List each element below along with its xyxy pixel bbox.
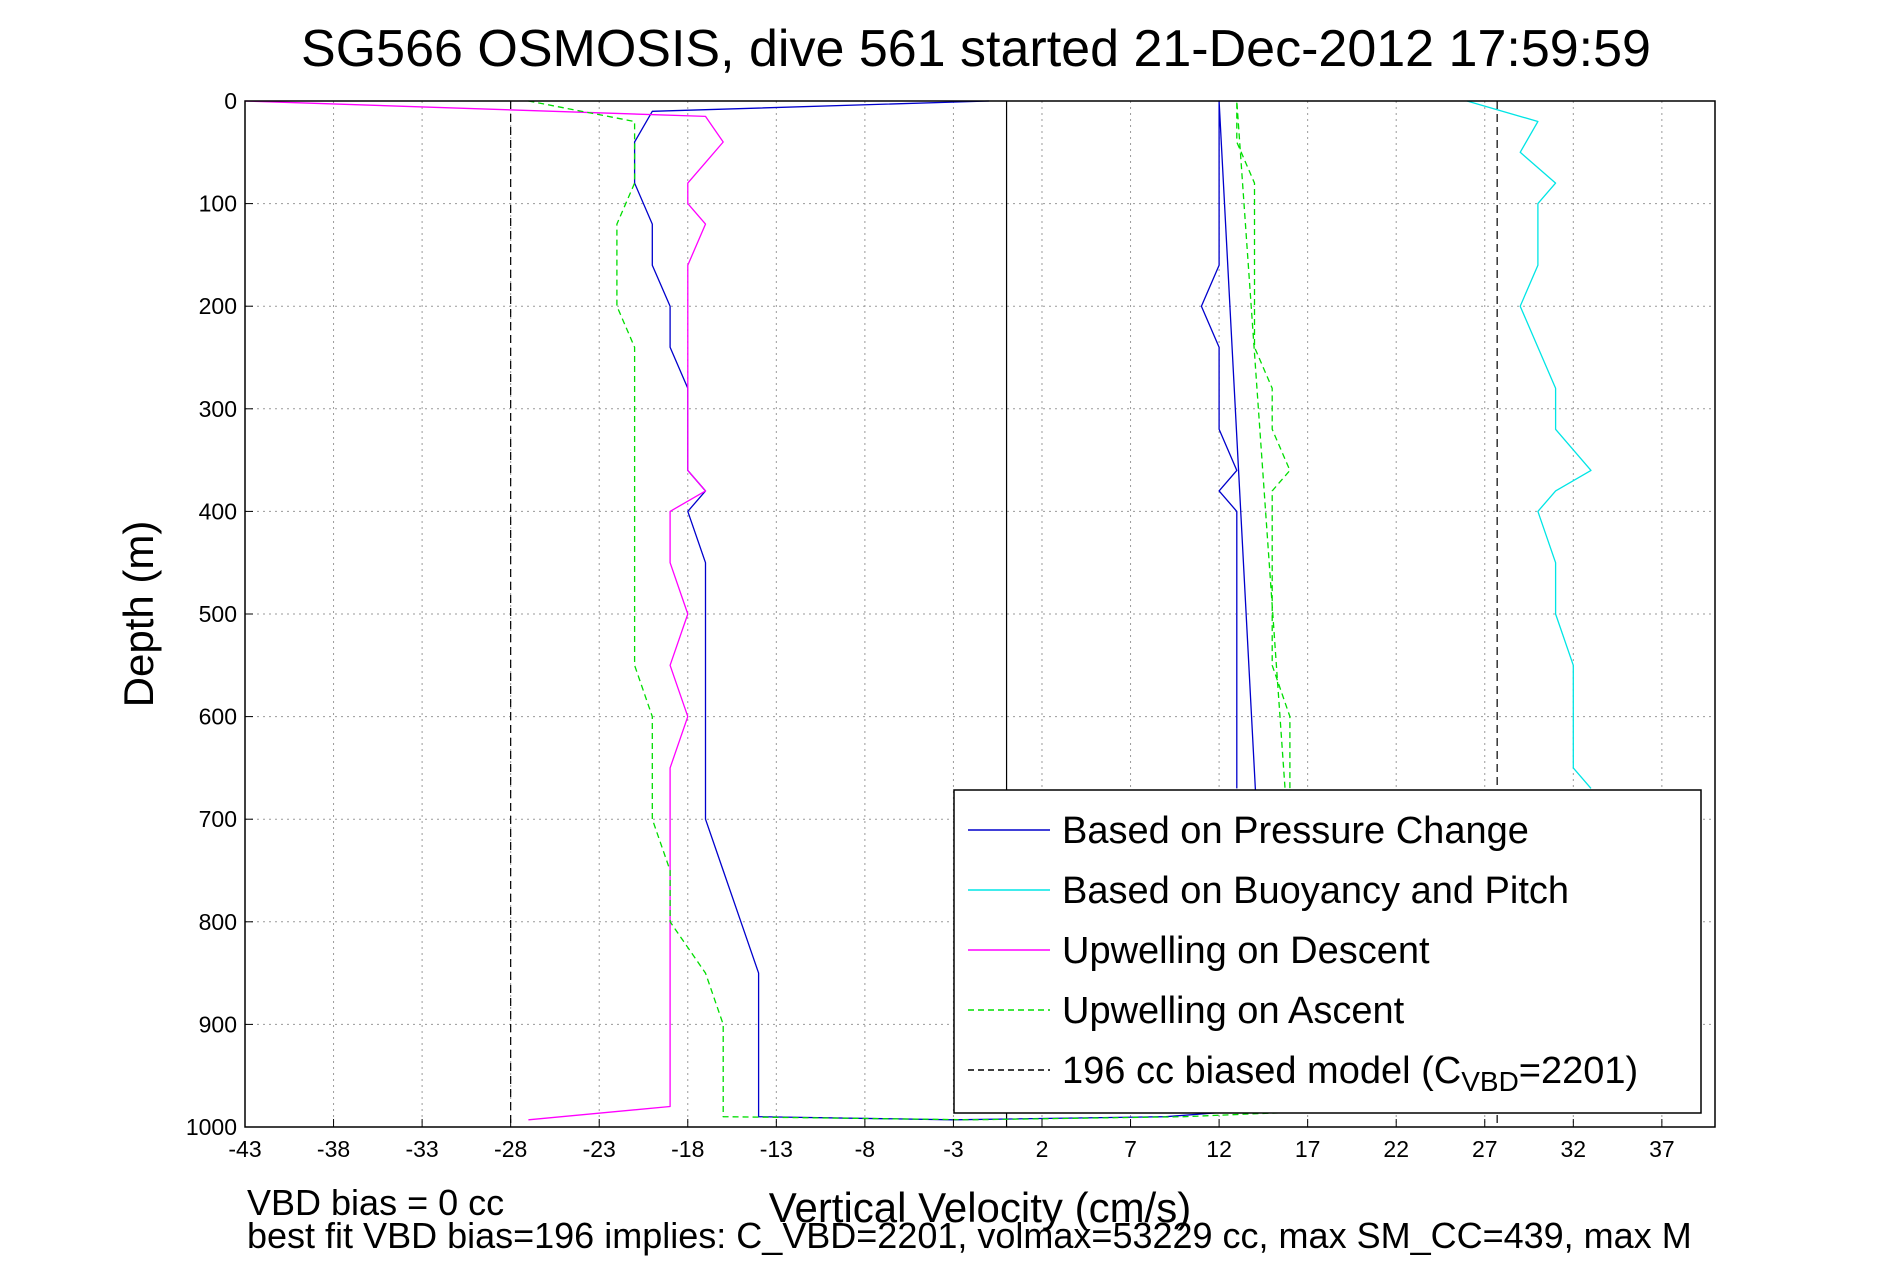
- x-axis-label: Vertical Velocity (cm/s): [769, 1184, 1191, 1231]
- legend-box: [953, 789, 1702, 1114]
- x-tick-label-16: 37: [1649, 1136, 1675, 1162]
- x-tick-label-3: -28: [494, 1136, 527, 1162]
- y-tick-label-5: 500: [199, 601, 237, 627]
- x-tick-labels: -43 -38 -33 -28 -23 -18 -13 -8 -3 2 7 12 17 22 27 32 37: [228, 1119, 1675, 1162]
- legend-label-3: Upwelling on Ascent: [1062, 990, 1405, 1032]
- y-axis-label: Depth (m): [115, 521, 162, 708]
- series-layer: [244, 100, 1592, 1121]
- y-tick-labels: 0 100 200 300 400 500 600 700 800 900 1000: [186, 88, 253, 1140]
- note-best-fit: best fit VBD bias=196 implies: C_VBD=220…: [247, 1215, 1692, 1256]
- x-tick-label-5: -18: [671, 1136, 704, 1162]
- x-tick-label-13: 22: [1383, 1136, 1409, 1162]
- y-tick-label-1: 100: [199, 191, 237, 217]
- legend-label-suffix-4: =2201): [1519, 1050, 1638, 1092]
- y-tick-label-10: 1000: [186, 1114, 237, 1140]
- x-tick-label-15: 32: [1561, 1136, 1587, 1162]
- y-tick-label-7: 700: [199, 806, 237, 832]
- x-tick-label-11: 12: [1206, 1136, 1232, 1162]
- x-tick-label-9: 2: [1036, 1136, 1049, 1162]
- legend-label-1: Based on Buoyancy and Pitch: [1062, 870, 1569, 912]
- x-tick-label-14: 27: [1472, 1136, 1498, 1162]
- legend-label-0: Based on Pressure Change: [1062, 810, 1529, 852]
- x-tick-label-2: -33: [405, 1136, 438, 1162]
- legend-label-4: 196 cc biased model (CVBD=2201): [1062, 1050, 1638, 1097]
- y-tick-label-4: 400: [199, 498, 237, 524]
- chart-title: SG566 OSMOSIS, dive 561 started 21-Dec-2…: [301, 20, 1651, 78]
- series-line-2: [244, 100, 724, 1121]
- y-tick-label-8: 800: [199, 909, 237, 935]
- y-tick-label-2: 200: [199, 293, 237, 319]
- x-tick-label-4: -23: [583, 1136, 616, 1162]
- x-tick-label-6: -13: [760, 1136, 793, 1162]
- x-tick-label-8: -3: [943, 1136, 963, 1162]
- legend-label-subscript-4: VBD: [1461, 1066, 1519, 1097]
- y-tick-label-3: 300: [199, 396, 237, 422]
- series-line-1: [1466, 100, 1592, 789]
- series-line-0: [633, 100, 1273, 1121]
- x-tick-label-10: 7: [1124, 1136, 1137, 1162]
- y-tick-label-0: 0: [224, 88, 237, 114]
- x-tick-label-1: -38: [317, 1136, 350, 1162]
- x-tick-label-7: -8: [855, 1136, 875, 1162]
- y-tick-label-9: 900: [199, 1011, 237, 1037]
- x-tick-label-0: -43: [228, 1136, 261, 1162]
- note-vbd-bias: VBD bias = 0 cc: [247, 1182, 504, 1223]
- x-tick-label-12: 17: [1295, 1136, 1321, 1162]
- y-tick-label-6: 600: [199, 704, 237, 730]
- legend-label-2: Upwelling on Descent: [1062, 930, 1430, 972]
- legend: Based on Pressure Change Based on Buoyanc…: [953, 789, 1702, 1114]
